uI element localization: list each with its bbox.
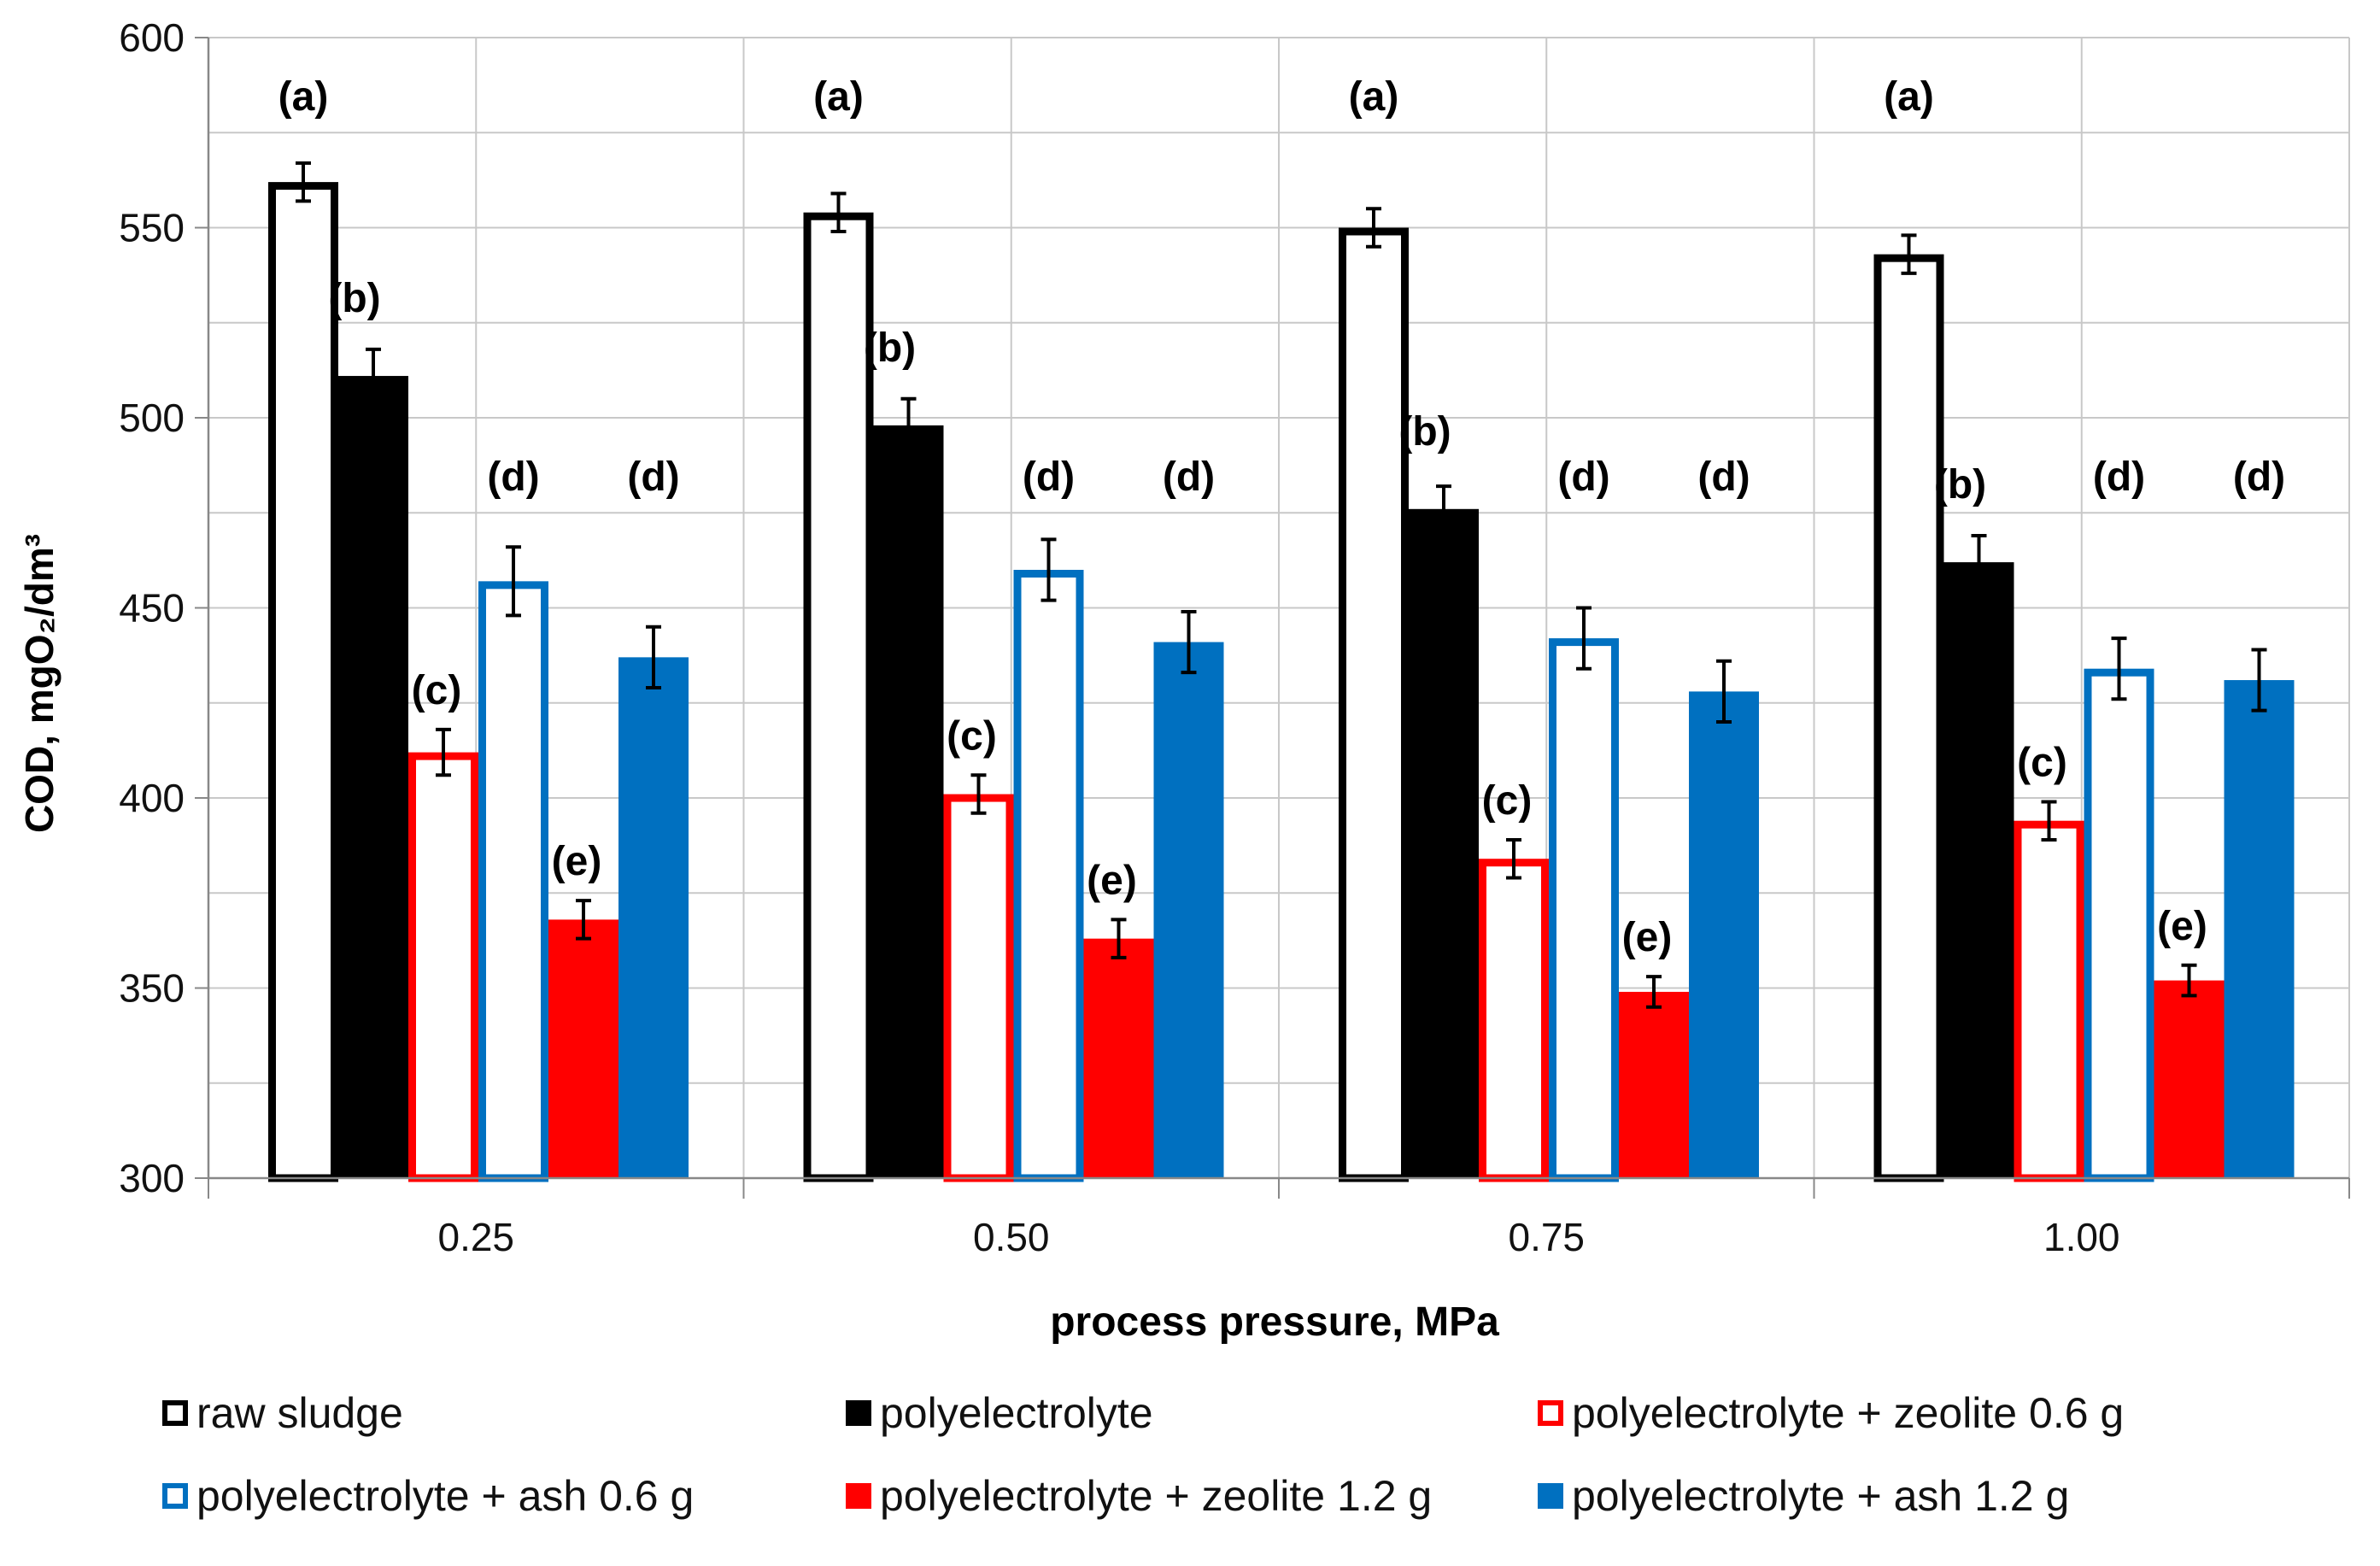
significance-label: (a) xyxy=(278,74,329,120)
bar xyxy=(2084,668,2154,1182)
bar xyxy=(1479,859,1549,1182)
significance-label: (b) xyxy=(328,276,380,321)
bar xyxy=(1083,938,1154,1178)
bar xyxy=(1409,508,1479,1178)
bar xyxy=(873,425,944,1178)
y-tick-label: 500 xyxy=(119,396,185,440)
significance-label: (e) xyxy=(1622,915,1673,960)
significance-label: (c) xyxy=(947,713,997,759)
bar xyxy=(1153,642,1224,1178)
significance-label: (c) xyxy=(2017,740,2067,785)
bar xyxy=(1873,254,1944,1182)
significance-label: (e) xyxy=(2157,904,2207,949)
bar xyxy=(268,182,338,1182)
bar xyxy=(1943,562,2014,1178)
bar xyxy=(1619,991,1689,1178)
bar xyxy=(408,752,478,1182)
significance-label: (d) xyxy=(1163,455,1215,500)
bar xyxy=(1013,570,1084,1182)
bar xyxy=(803,212,874,1182)
significance-label: (d) xyxy=(1557,455,1609,500)
bar xyxy=(618,657,689,1178)
significance-label: (d) xyxy=(1023,455,1075,500)
bar xyxy=(338,376,408,1178)
significance-label: (b) xyxy=(1934,462,1986,507)
significance-label: (a) xyxy=(813,74,864,120)
bar xyxy=(1689,691,1759,1178)
y-axis-label: COD, mgO₂/dm³ xyxy=(17,534,62,833)
significance-label: (d) xyxy=(2093,455,2145,500)
axes-layer: 300 350 400 450 500 550 600 0.25 0.50 0.75 1.00 xyxy=(119,15,2350,1259)
significance-label: (c) xyxy=(1482,778,1533,824)
significance-label: (c) xyxy=(412,668,462,713)
x-axis-label: process pressure, MPa xyxy=(1050,1299,1499,1345)
significance-label: (a) xyxy=(1884,74,1934,120)
bar xyxy=(1339,227,1409,1182)
bars-layer xyxy=(268,182,2295,1182)
significance-label: (b) xyxy=(1398,409,1451,455)
significance-label: (b) xyxy=(864,326,916,371)
x-tick-label: 0.25 xyxy=(437,1215,514,1259)
bar xyxy=(1549,638,1619,1182)
y-tick-label: 550 xyxy=(119,206,185,250)
bar xyxy=(478,581,548,1182)
significance-label: (a) xyxy=(1349,74,1399,120)
y-tick-label: 450 xyxy=(119,586,185,631)
y-tick-label: 400 xyxy=(119,776,185,820)
significance-label: (d) xyxy=(487,455,539,500)
x-tick-label: 0.75 xyxy=(1508,1215,1585,1259)
bar xyxy=(2014,820,2084,1182)
x-tick-label: 0.50 xyxy=(973,1215,1050,1259)
bar xyxy=(2224,680,2295,1178)
bar xyxy=(943,794,1014,1182)
y-tick-label: 300 xyxy=(119,1156,185,1200)
bar xyxy=(548,919,618,1178)
y-tick-label: 600 xyxy=(119,15,185,60)
significance-label: (e) xyxy=(1087,858,1137,903)
significance-label: (e) xyxy=(552,839,602,884)
significance-label: (d) xyxy=(2233,455,2285,500)
bar xyxy=(2154,980,2225,1178)
significance-label: (d) xyxy=(627,455,679,500)
x-tick-label: 1.00 xyxy=(2043,1215,2120,1259)
significance-label: (d) xyxy=(1697,455,1750,500)
labels-layer: (a) (a) (a) (a) (b) (b) (b) (b) (c) (c) (c) (c) (d) (… xyxy=(278,74,2285,960)
y-tick-label: 350 xyxy=(119,966,185,1011)
error-bars-layer xyxy=(296,161,2267,1009)
